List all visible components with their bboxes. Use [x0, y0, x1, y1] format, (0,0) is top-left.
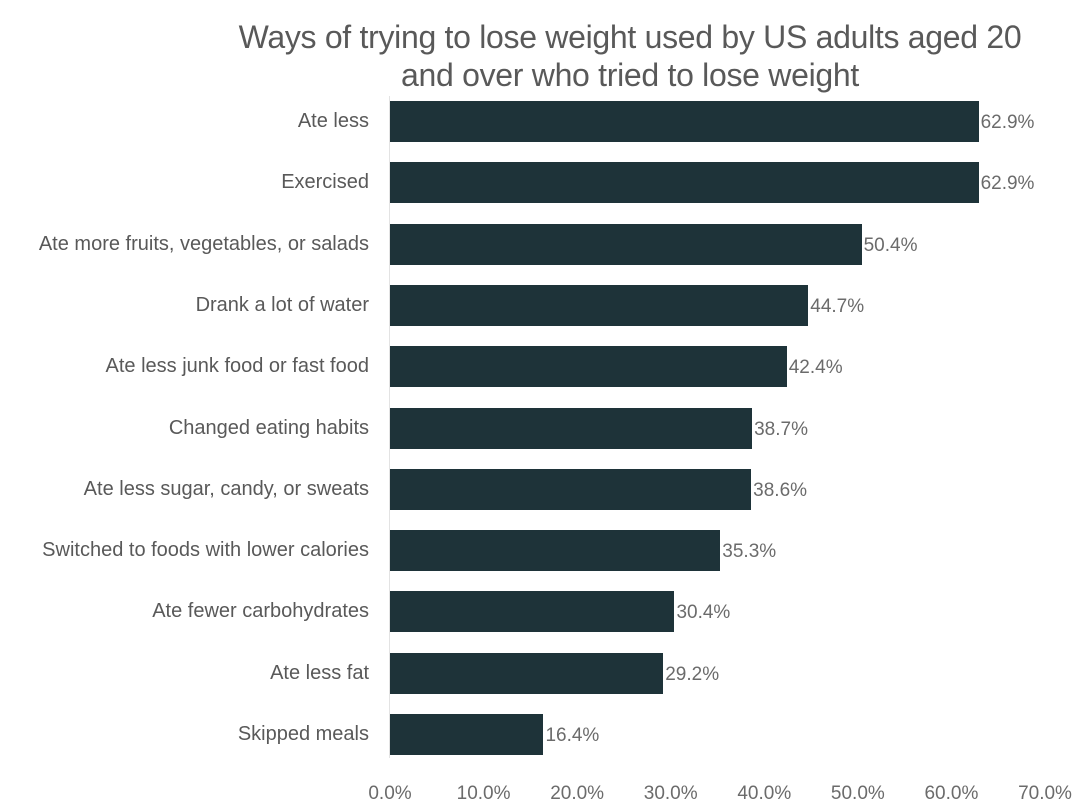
- x-tick-label: 10.0%: [456, 783, 511, 804]
- bar-row: Ate less sugar, candy, or sweats 38.6%: [0, 468, 1080, 510]
- bar: [390, 407, 753, 449]
- category-label: Drank a lot of water: [195, 293, 369, 316]
- bar-row: Exercised 62.9%: [0, 162, 1080, 204]
- category-label: Switched to foods with lower calories: [42, 539, 369, 562]
- value-label: 44.7%: [810, 295, 865, 317]
- bar: [390, 652, 664, 694]
- chart-title: Ways of trying to lose weight used by US…: [200, 18, 1060, 94]
- value-label: 38.7%: [754, 418, 808, 440]
- bar-row: Drank a lot of water 44.7%: [0, 284, 1080, 326]
- chart-title-line-1: Ways of trying to lose weight used by US…: [238, 19, 1022, 55]
- bar: [390, 162, 979, 204]
- category-label: Exercised: [281, 171, 369, 194]
- bar: [390, 530, 721, 572]
- bar-row: Ate fewer carbohydrates 30.4%: [0, 591, 1080, 633]
- y-axis-line: [389, 96, 390, 758]
- bar: [390, 591, 675, 633]
- bar: [390, 223, 862, 265]
- bar-row: Ate less junk food or fast food 42.4%: [0, 346, 1080, 388]
- value-label: 30.4%: [676, 602, 731, 624]
- bar: [390, 346, 787, 388]
- bar: [390, 468, 752, 510]
- bar-row: Ate less fat 29.2%: [0, 652, 1080, 694]
- chart-title-line-2: and over who tried to lose weight: [401, 57, 859, 93]
- category-label: Ate less fat: [270, 661, 369, 684]
- x-tick-label: 0.0%: [368, 783, 412, 804]
- x-tick-label: 40.0%: [737, 783, 792, 804]
- bar: [390, 101, 979, 142]
- category-label: Ate fewer carbohydrates: [152, 600, 369, 623]
- value-label: 38.6%: [753, 479, 808, 501]
- x-tick-label: 70.0%: [1018, 783, 1072, 804]
- category-label: Ate less: [297, 110, 369, 132]
- bar-row: Changed eating habits 38.7%: [0, 407, 1080, 449]
- value-label: 62.9%: [980, 112, 1035, 133]
- value-label: 42.4%: [788, 357, 843, 379]
- bar: [390, 284, 809, 326]
- bar-row: Ate less 62.9%: [0, 101, 1080, 142]
- x-tick-label: 20.0%: [550, 783, 605, 804]
- value-label: 16.4%: [545, 725, 600, 746]
- x-tick-label: 60.0%: [924, 783, 979, 804]
- value-label: 62.9%: [980, 173, 1035, 195]
- category-label: Changed eating habits: [168, 416, 369, 439]
- category-label: Ate less sugar, candy, or sweats: [83, 477, 369, 500]
- category-label: Ate less junk food or fast food: [105, 355, 370, 378]
- value-label: 35.3%: [722, 541, 777, 563]
- bar-row: Ate more fruits, vegetables, or salads 50…: [0, 223, 1080, 265]
- bar-row: Skipped meals 16.4%: [0, 714, 1080, 755]
- category-label: Ate more fruits, vegetables, or salads: [38, 232, 369, 255]
- x-tick-label: 50.0%: [830, 783, 885, 804]
- value-label: 50.4%: [863, 234, 918, 256]
- x-tick-label: 30.0%: [643, 783, 698, 804]
- bar-row: Switched to foods with lower calories 35.…: [0, 530, 1080, 572]
- category-label: Skipped meals: [237, 723, 369, 745]
- value-label: 29.2%: [665, 663, 720, 685]
- bar: [390, 714, 544, 755]
